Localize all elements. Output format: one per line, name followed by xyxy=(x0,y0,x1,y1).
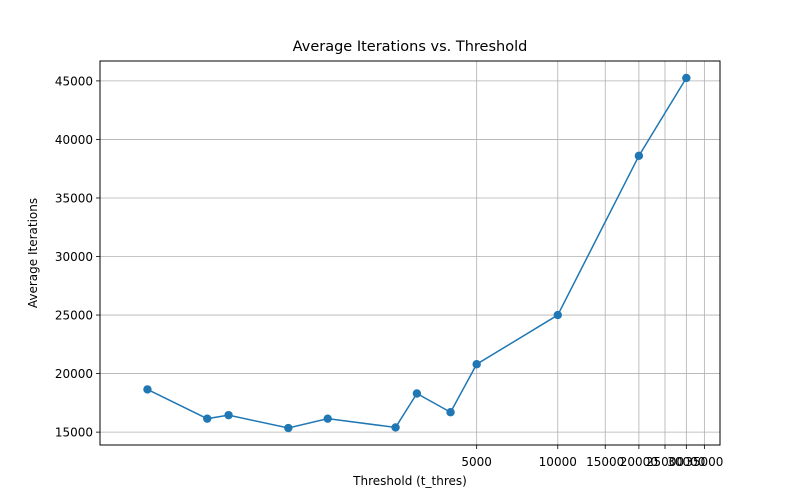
x-tick-label: 10000 xyxy=(539,455,577,469)
chart-title: Average Iterations vs. Threshold xyxy=(293,39,528,55)
data-point xyxy=(143,385,152,394)
y-tick-label: 15000 xyxy=(55,426,93,440)
data-point xyxy=(224,410,233,420)
y-tick-label: 35000 xyxy=(55,191,93,205)
data-point xyxy=(203,414,212,423)
y-tick-label: 40000 xyxy=(55,133,93,147)
data-point xyxy=(682,73,691,83)
data-point xyxy=(553,310,562,320)
series xyxy=(143,73,691,433)
y-axis-title: Average Iterations xyxy=(26,198,40,308)
y-tick-label: 25000 xyxy=(55,309,93,323)
x-tick-label: 20000 xyxy=(620,455,658,469)
y-tick-label: 45000 xyxy=(55,74,93,88)
data-point xyxy=(323,414,332,423)
grid xyxy=(100,61,720,445)
data-point xyxy=(634,151,644,161)
data-point xyxy=(446,408,455,417)
data-point xyxy=(391,423,400,432)
data-point xyxy=(284,423,293,433)
data-point xyxy=(412,389,422,398)
x-axis-title: Threshold (t_thres) xyxy=(352,474,467,488)
ticks: 5000 10000 1500020000250003000035000150002… xyxy=(55,74,724,469)
x-tick-label: 5000 xyxy=(461,455,492,469)
plot-frame xyxy=(99,60,721,446)
y-tick-label: 30000 xyxy=(55,250,93,264)
x-tick-label: 30000 xyxy=(667,455,705,469)
data-point xyxy=(472,360,481,369)
y-tick-label: 20000 xyxy=(55,367,93,381)
x-tick-label: 15000 xyxy=(586,455,624,469)
x-tick-label: 25000 xyxy=(646,455,684,469)
x-tick-label: 35000 xyxy=(685,455,723,469)
